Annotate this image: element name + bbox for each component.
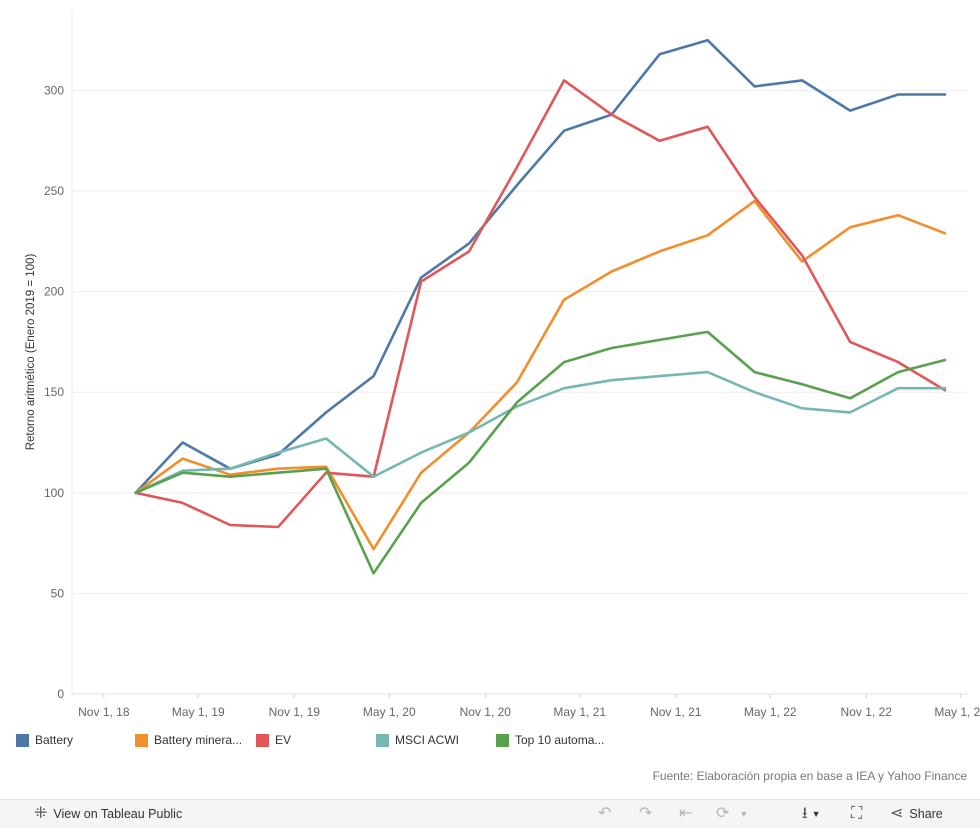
legend-swatch [16, 733, 29, 747]
x-tick-label: May 1, 20 [363, 705, 416, 719]
refresh-dropdown-icon: ▼ [739, 809, 749, 819]
fullscreen-button[interactable]: ⛶ [851, 800, 862, 828]
share-button[interactable]: ⋖ Share [890, 800, 943, 828]
revert-button[interactable]: ⇤ [679, 800, 692, 828]
tableau-toolbar: ⁜ View on Tableau Public ↶ ↷ ⇤ ⟳ ▼ ⭳ ▼ ⛶ ⋖… [0, 799, 980, 828]
refresh-icon: ⟳ [716, 805, 730, 822]
legend-item[interactable]: Battery [16, 733, 73, 747]
legend: Battery Battery minera... EV MSCI ACWI Top 1… [0, 733, 980, 753]
series-line-0[interactable] [134, 38, 947, 495]
series-line-3[interactable] [134, 370, 947, 495]
revert-icon: ⇤ [679, 805, 693, 822]
legend-swatch [496, 733, 509, 747]
undo-icon: ↶ [598, 805, 612, 822]
refresh-button[interactable]: ⟳ ▼ [716, 800, 748, 828]
legend-item[interactable]: Battery minera... [135, 733, 242, 747]
series-line-4[interactable] [134, 330, 947, 575]
y-tick-label: 300 [44, 83, 64, 97]
share-icon: ⋖ [890, 805, 904, 822]
legend-item[interactable]: EV [256, 733, 291, 747]
x-tick-label: Nov 1, 21 [650, 705, 702, 719]
y-tick-label: 200 [44, 285, 64, 299]
legend-label: Battery [35, 733, 74, 747]
legend-label: Top 10 automa... [515, 733, 605, 747]
y-axis: 0 50 100 150 200 250 300 [44, 83, 64, 701]
view-on-tableau-button[interactable]: ⁜ View on Tableau Public [34, 800, 182, 828]
legend-swatch [135, 733, 148, 747]
series-line-2[interactable] [134, 79, 947, 529]
x-tick-label: May 1, 19 [172, 705, 225, 719]
fullscreen-icon: ⛶ [851, 805, 863, 822]
x-axis: Nov 1, 18 May 1, 19 Nov 1, 19 May 1, 20 Nov … [78, 694, 980, 719]
y-tick-label: 250 [44, 184, 64, 198]
legend-item[interactable]: MSCI ACWI [376, 733, 459, 747]
download-dropdown-icon: ▼ [811, 809, 821, 819]
share-label: Share [909, 807, 943, 821]
legend-swatch [256, 733, 269, 747]
x-tick-label: May 1, 23 [934, 705, 980, 719]
x-tick-label: May 1, 21 [553, 705, 606, 719]
series-line-1[interactable] [134, 199, 947, 551]
x-tick-label: Nov 1, 19 [269, 705, 321, 719]
view-on-tableau-label: View on Tableau Public [53, 807, 183, 821]
y-tick-label: 100 [44, 486, 64, 500]
redo-button[interactable]: ↷ [639, 800, 652, 828]
undo-button[interactable]: ↶ [598, 800, 611, 828]
y-tick-label: 150 [44, 385, 64, 399]
x-tick-label: Nov 1, 18 [78, 705, 130, 719]
redo-icon: ↷ [639, 805, 653, 822]
legend-swatch [376, 733, 389, 747]
legend-label: MSCI ACWI [395, 733, 460, 747]
legend-label: Battery minera... [154, 733, 243, 747]
legend-item[interactable]: Top 10 automa... [496, 733, 604, 747]
x-tick-label: Nov 1, 22 [841, 705, 893, 719]
gridlines [71, 10, 968, 695]
download-icon: ⭳ [802, 805, 808, 822]
tableau-logo-icon: ⁜ [34, 805, 48, 822]
y-tick-label: 0 [57, 687, 64, 701]
y-tick-label: 50 [51, 586, 65, 600]
source-note: Fuente: Elaboración propia en base a IEA… [652, 769, 967, 783]
legend-label: EV [275, 733, 292, 747]
download-button[interactable]: ⭳ ▼ [802, 800, 821, 828]
series-lines [134, 38, 947, 575]
x-tick-label: Nov 1, 20 [460, 705, 512, 719]
y-axis-title: Retorno aritmético (Enero 2019 = 100) [25, 254, 37, 451]
x-tick-label: May 1, 22 [744, 705, 797, 719]
